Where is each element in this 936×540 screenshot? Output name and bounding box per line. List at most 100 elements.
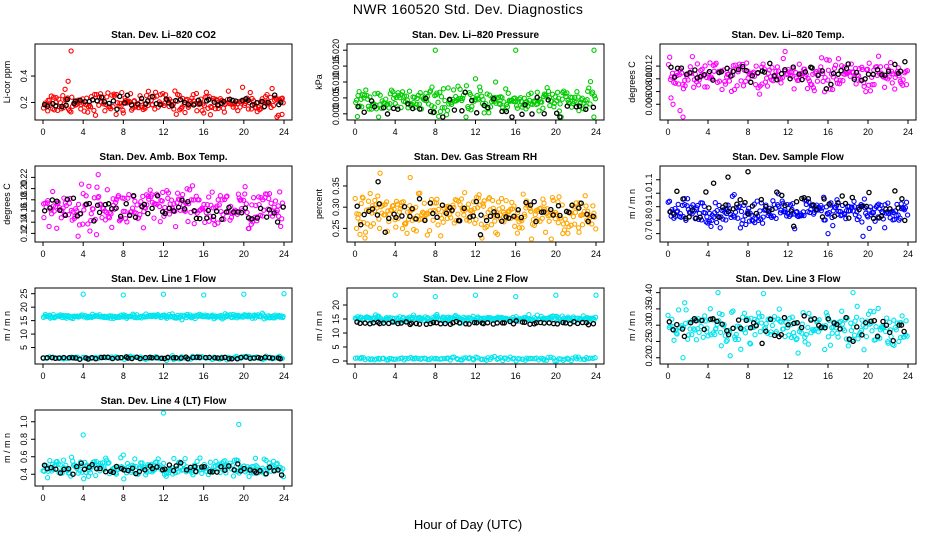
- data-point: [183, 467, 190, 473]
- data-point: [722, 81, 729, 87]
- data-point: [687, 64, 693, 70]
- data-point: [570, 213, 577, 220]
- data-point: [737, 225, 744, 231]
- data-point: [54, 198, 60, 204]
- data-point: [548, 206, 554, 213]
- data-point: [550, 212, 556, 218]
- data-point: [590, 213, 596, 220]
- data-point: [160, 460, 167, 467]
- data-point: [416, 196, 423, 202]
- data-point: [806, 310, 812, 317]
- data-point: [81, 207, 87, 213]
- data-point: [735, 317, 742, 323]
- data-point: [747, 340, 753, 346]
- data-point: [569, 94, 575, 101]
- data-point: [903, 318, 909, 324]
- data-point: [142, 467, 148, 473]
- data-point: [583, 203, 589, 209]
- data-point: [392, 356, 399, 362]
- data-point: [704, 214, 710, 220]
- data-point: [487, 104, 494, 110]
- data-point: [738, 78, 744, 84]
- data-point: [221, 216, 227, 222]
- data-point: [413, 228, 419, 234]
- data-point: [755, 310, 762, 316]
- data-point: [853, 69, 860, 76]
- data-point: [716, 214, 722, 221]
- y-axis-label: m / m n: [314, 311, 324, 341]
- data-point: [499, 320, 506, 326]
- data-point: [120, 452, 126, 458]
- data-point: [871, 317, 878, 324]
- data-point: [825, 67, 832, 73]
- data-point: [743, 221, 749, 228]
- data-point: [845, 61, 851, 67]
- data-point: [859, 332, 865, 338]
- data-point: [462, 89, 468, 96]
- data-point: [895, 205, 901, 211]
- data-point: [162, 210, 168, 217]
- data-point: [672, 80, 679, 86]
- data-point: [451, 107, 458, 113]
- data-point: [715, 289, 721, 296]
- data-point: [734, 201, 740, 207]
- data-point: [885, 200, 891, 206]
- data-point: [481, 198, 487, 204]
- data-point: [791, 320, 797, 327]
- data-point: [396, 209, 403, 215]
- data-point: [861, 83, 867, 90]
- data-point: [686, 214, 692, 220]
- data-point: [516, 225, 523, 231]
- x-tick-label: 20: [239, 127, 249, 137]
- data-point: [889, 80, 895, 86]
- data-point: [46, 223, 52, 230]
- data-point: [490, 95, 497, 102]
- data-point: [395, 320, 401, 327]
- data-point: [799, 76, 805, 83]
- data-point: [266, 354, 272, 361]
- data-point: [515, 207, 521, 213]
- y-axis-label: degrees C: [2, 183, 12, 225]
- data-point: [64, 96, 71, 103]
- data-point: [760, 214, 766, 220]
- data-point: [893, 327, 899, 333]
- data-point: [473, 319, 480, 326]
- data-point: [132, 456, 138, 462]
- data-point: [859, 64, 865, 70]
- data-point: [440, 219, 446, 225]
- x-tick-label: 8: [121, 249, 126, 259]
- data-point: [155, 456, 161, 462]
- data-point: [171, 201, 177, 207]
- data-point: [89, 461, 95, 468]
- data-point: [179, 317, 185, 323]
- data-point: [413, 320, 420, 327]
- data-point: [521, 211, 528, 217]
- data-point: [264, 191, 270, 197]
- data-point: [904, 212, 911, 218]
- y-axis-label: m / m n: [2, 311, 12, 341]
- data-point: [97, 201, 104, 207]
- data-point: [278, 472, 285, 478]
- data-point: [392, 292, 398, 298]
- data-point: [740, 217, 746, 223]
- data-point: [796, 71, 802, 77]
- data-point: [141, 201, 148, 208]
- data-point: [426, 227, 433, 234]
- data-point: [743, 67, 749, 74]
- data-point: [441, 355, 448, 362]
- data-point: [670, 101, 676, 107]
- data-point: [773, 215, 779, 222]
- data-point: [573, 200, 579, 206]
- data-point: [44, 200, 51, 206]
- x-tick-label: 8: [433, 127, 438, 137]
- data-point: [862, 76, 868, 82]
- data-point: [252, 455, 259, 461]
- data-point: [534, 89, 540, 95]
- x-tick-label: 0: [40, 493, 45, 503]
- data-point: [456, 218, 463, 224]
- data-point: [448, 215, 454, 221]
- data-point: [57, 462, 63, 468]
- data-point: [863, 88, 869, 95]
- data-point: [694, 61, 701, 67]
- y-tick-label: 0.2: [19, 96, 29, 109]
